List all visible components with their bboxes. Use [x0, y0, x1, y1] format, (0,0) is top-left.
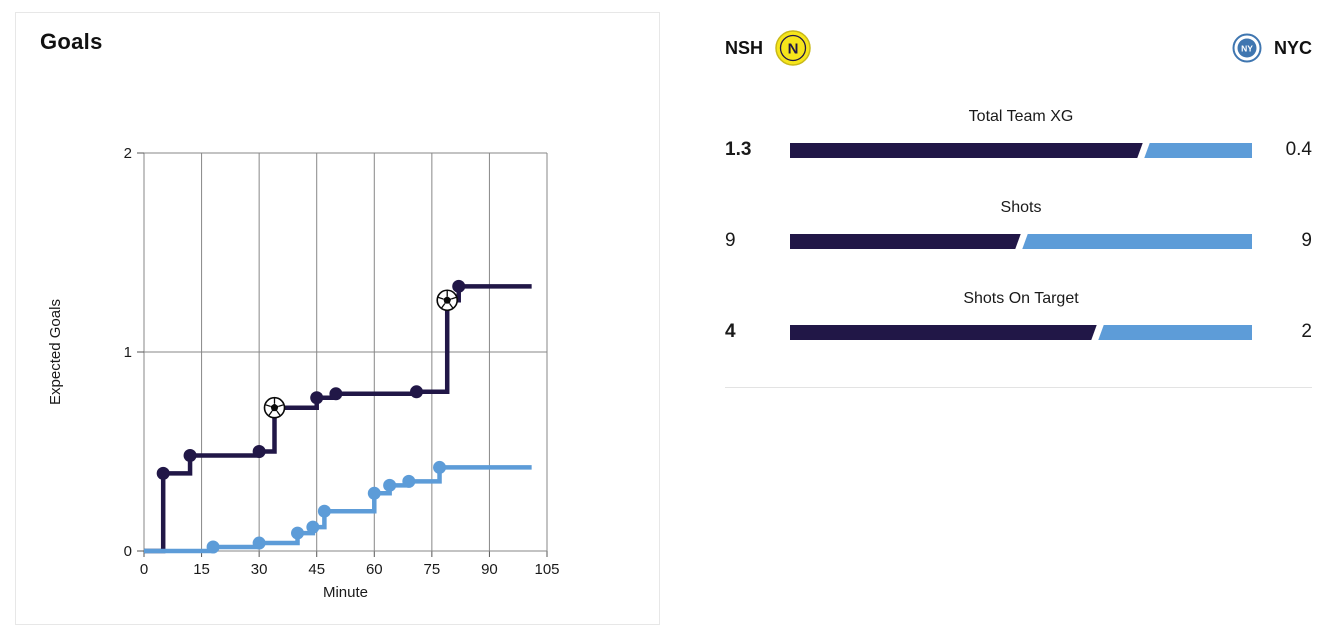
nsh-shot-point	[329, 387, 343, 401]
goal-ball-seam	[449, 303, 454, 309]
goal-ball-seam	[278, 404, 284, 408]
stat-row-total-team-xg: Total Team XG 1.3 0.4	[725, 108, 1312, 161]
nyc-shot-point	[433, 460, 447, 474]
stat-bar-line: 9 9	[725, 230, 1312, 252]
nsh-shot-point	[410, 385, 424, 399]
nashville-badge-icon: N	[775, 30, 811, 66]
teams-header: NSH N NY NYC	[725, 30, 1312, 66]
nyc-shot-point	[291, 526, 305, 540]
nyc-shot-point	[252, 536, 266, 550]
stat-row-shots-on-target: Shots On Target 4 2	[725, 290, 1312, 343]
stat-label: Shots	[1000, 199, 1042, 216]
team-stats-panel: NSH N NY NYC Total Team XG	[725, 30, 1312, 388]
goal-ball-seam	[265, 404, 271, 408]
nsh-shot-point	[252, 445, 266, 458]
x-tick-label: 30	[251, 561, 268, 578]
away-team: NY NYC	[1232, 33, 1312, 63]
x-tick-label: 0	[140, 561, 148, 578]
goal-ball-seam	[276, 410, 281, 416]
away-team-abbr: NYC	[1273, 37, 1312, 58]
nyc-shot-point	[306, 520, 320, 534]
x-tick-label: 75	[424, 561, 441, 578]
stat-bar-away-segment	[1021, 233, 1252, 249]
nyc-shot-point	[402, 474, 416, 488]
nsh-shot-point	[310, 391, 324, 405]
home-team-abbr: NSH	[725, 37, 764, 58]
goal-ball-seam	[441, 303, 446, 309]
y-tick-label: 1	[124, 344, 132, 361]
stat-rows: Total Team XG 1.3 0.4 Shots 9	[725, 108, 1312, 388]
stat-bar-home-segment	[790, 233, 1021, 249]
chart-title: Goals	[40, 29, 103, 54]
stat-label: Total Team XG	[968, 108, 1074, 125]
stat-bar-line: 1.3 0.4	[725, 139, 1312, 161]
nsh-shot-point	[183, 448, 197, 462]
y-axis-label: Expected Goals	[47, 299, 64, 405]
goal-ball-pentagon	[270, 403, 279, 412]
goal-ball-seam	[438, 296, 444, 300]
nyc-shot-point	[383, 478, 397, 492]
nyc-xg-line	[144, 465, 532, 554]
xg-step-chart: 0 15 30 45 60 75 90 105 0 1 2 Minute Expected Goals	[47, 145, 560, 601]
nyc-badge-icon: NY	[1232, 33, 1262, 63]
stat-label: Shots On Target	[963, 290, 1079, 307]
home-value: 1.3	[725, 139, 752, 160]
x-tick-label: 105	[534, 561, 559, 578]
nsh-shot-point	[156, 466, 170, 480]
home-team: NSH N	[725, 30, 811, 66]
home-value: 4	[725, 321, 736, 342]
y-tick-label: 2	[124, 145, 132, 162]
stat-bar-home-segment	[790, 142, 1144, 158]
nyc-shot-point	[206, 540, 220, 554]
goal-ball-seam	[268, 410, 273, 416]
goal-ball-seam	[451, 296, 457, 300]
x-tick-label: 60	[366, 561, 383, 578]
stat-bar	[790, 324, 1252, 340]
nsh-shot-point	[452, 279, 466, 293]
nyc-shot-point	[317, 504, 331, 518]
goal-ball-pentagon	[443, 296, 452, 304]
stat-bar-home-segment	[790, 324, 1098, 340]
nyc-shot-point	[367, 486, 381, 500]
stat-bar-away-segment	[1143, 142, 1252, 158]
y-tick-label: 0	[124, 543, 132, 560]
stat-row-shots: Shots 9 9	[725, 199, 1312, 252]
nyc-badge-monogram: NY	[1241, 43, 1253, 53]
stat-bar-away-segment	[1097, 324, 1252, 340]
nashville-badge-monogram: N	[788, 41, 799, 58]
x-tick-label: 45	[308, 561, 325, 578]
home-value: 9	[725, 230, 736, 251]
x-axis-label: Minute	[323, 584, 368, 601]
stat-bar	[790, 233, 1252, 249]
away-value: 9	[1301, 230, 1312, 251]
away-value: 0.4	[1285, 139, 1312, 160]
x-tick-label: 15	[193, 561, 210, 578]
goals-chart-panel: Goals 0 15 30 45 60 75 90 105 0 1 2 Minute Expected …	[15, 12, 660, 625]
x-tick-label: 90	[481, 561, 498, 578]
stat-bar	[790, 142, 1252, 158]
away-value: 2	[1301, 321, 1312, 342]
stat-bar-line: 4 2	[725, 321, 1312, 343]
